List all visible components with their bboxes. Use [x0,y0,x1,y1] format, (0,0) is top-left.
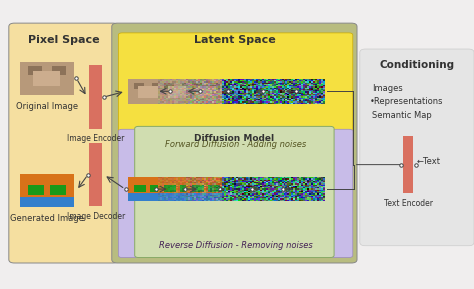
Text: Generated Image: Generated Image [10,214,84,223]
Bar [89,143,102,206]
Text: Diffusion Model: Diffusion Model [194,134,274,143]
Text: Conditioning: Conditioning [379,60,455,70]
Text: Forward Diffusion - Adding noises: Forward Diffusion - Adding noises [165,140,306,149]
Text: Reverse Diffusion - Removing noises: Reverse Diffusion - Removing noises [159,241,312,250]
Text: Image Encoder: Image Encoder [67,134,125,143]
FancyBboxPatch shape [360,49,474,246]
Text: Text Encoder: Text Encoder [383,199,432,208]
Text: •Representations: •Representations [370,97,444,106]
FancyBboxPatch shape [135,126,334,257]
FancyBboxPatch shape [118,129,353,257]
Text: Semantic Map: Semantic Map [373,112,432,121]
Text: Pixel Space: Pixel Space [28,35,100,45]
Text: ←Text: ←Text [417,157,441,166]
Text: Original Image: Original Image [16,102,78,111]
FancyBboxPatch shape [118,33,353,158]
Text: Image Decoder: Image Decoder [67,212,125,221]
Text: Images: Images [373,84,403,93]
Bar [403,136,413,193]
Text: Latent Space: Latent Space [193,35,275,45]
FancyBboxPatch shape [112,23,357,263]
FancyBboxPatch shape [9,23,118,263]
Bar [89,65,102,129]
